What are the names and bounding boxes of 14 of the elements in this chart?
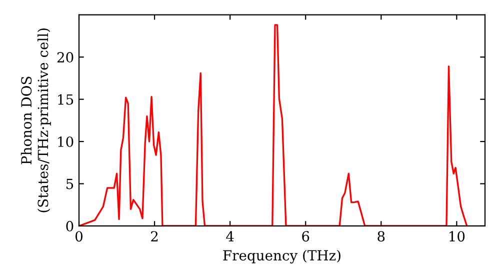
- y-tick-label: 10: [58, 136, 74, 147]
- y-tick-label: 5: [66, 178, 74, 190]
- x-tick-label: 8: [378, 231, 385, 242]
- y-tick-label: 20: [57, 52, 74, 63]
- line-series: [79, 24, 468, 226]
- x-tick-label: 2: [151, 231, 158, 242]
- x-axis-title: Frequency (THz): [223, 250, 340, 264]
- x-tick-label: 4: [226, 231, 234, 242]
- y-tick-label: 0: [66, 220, 74, 232]
- y-axis-title: Phonon DOS (States/THz·primitive cell): [20, 28, 51, 212]
- x-tick-label: 0: [75, 231, 82, 242]
- y-tick-label: 15: [58, 94, 74, 105]
- x-tick-label: 10: [450, 231, 465, 242]
- x-tick-label: 6: [302, 231, 310, 242]
